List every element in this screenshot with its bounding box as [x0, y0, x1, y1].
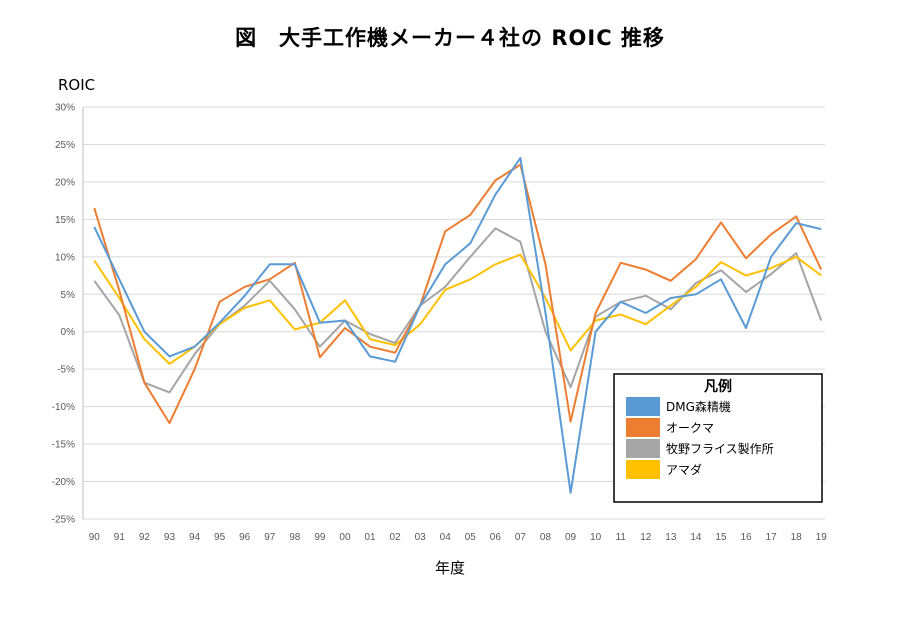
legend-swatch: [626, 397, 660, 416]
x-tick-label: 16: [740, 532, 752, 543]
x-tick-label: 92: [139, 532, 151, 543]
legend-swatch: [626, 460, 660, 479]
y-tick-label: -20%: [52, 477, 75, 488]
x-tick-label: 12: [640, 532, 652, 543]
y-tick-labels: 30% 25% 20% 15% 10% 5% 0% -5% -10% -15% -20% -25%: [52, 103, 75, 526]
x-tick-label: 07: [515, 532, 527, 543]
x-tick-label: 99: [314, 532, 326, 543]
y-axis-label: ROIC: [58, 76, 96, 94]
series-line-1: [93, 156, 822, 494]
y-tick-label: 25%: [55, 140, 75, 151]
series-line-2: [93, 163, 823, 425]
y-tick-label: 30%: [55, 103, 75, 114]
legend-swatch: [626, 418, 660, 437]
x-tick-label: 01: [364, 532, 376, 543]
x-tick-label: 03: [415, 532, 427, 543]
x-tick-label: 05: [465, 532, 477, 543]
x-tick-labels: 90 91 92 93 94 95 96 97 98 99 00 01 02 03 04 05 06 07 08 09…: [89, 532, 828, 543]
x-tick-label: 93: [164, 532, 176, 543]
x-tick-label: 06: [490, 532, 502, 543]
y-tick-label: 5%: [61, 290, 76, 301]
y-tick-label: 20%: [55, 177, 75, 188]
x-tick-label: 14: [690, 532, 702, 543]
x-tick-label: 10: [590, 532, 602, 543]
legend-swatch: [626, 439, 660, 458]
x-tick-label: 94: [189, 532, 201, 543]
legend-box: [613, 373, 823, 503]
x-tick-label: 96: [239, 532, 251, 543]
y-tick-label: 15%: [55, 215, 75, 226]
y-tick-label: 10%: [55, 252, 75, 263]
x-axis-label: 年度: [434, 559, 465, 577]
x-tick-label: 18: [791, 532, 803, 543]
legend-label: 牧野フライス製作所: [666, 442, 774, 456]
y-tick-label: -5%: [57, 365, 75, 376]
y-tick-label: -15%: [52, 440, 75, 451]
x-tick-label: 90: [89, 532, 101, 543]
chart-title: 図 大手工作機メーカー４社の ROIC 推移: [235, 26, 665, 50]
x-tick-label: 91: [114, 532, 126, 543]
x-tick-label: 95: [214, 532, 226, 543]
x-tick-label: 11: [616, 532, 627, 543]
x-tick-label: 15: [715, 532, 727, 543]
x-tick-label: 13: [665, 532, 677, 543]
legend-label: アマダ: [666, 462, 702, 477]
x-tick-label: 17: [766, 532, 778, 543]
series-lines: [93, 156, 823, 494]
x-tick-label: 97: [264, 532, 276, 543]
x-tick-label: 19: [816, 532, 828, 543]
x-tick-label: 02: [390, 532, 402, 543]
x-tick-label: 00: [339, 532, 351, 543]
x-tick-label: 09: [565, 532, 577, 543]
x-tick-label: 98: [289, 532, 301, 543]
x-tick-label: 04: [440, 532, 452, 543]
legend-label: オークマ: [666, 421, 714, 435]
y-tick-label: -10%: [52, 402, 75, 413]
legend-title: 凡例: [704, 378, 732, 395]
gridlines: [82, 106, 825, 520]
x-tick-label: 08: [540, 532, 552, 543]
y-tick-label: -25%: [52, 515, 75, 526]
y-tick-label: 0%: [61, 327, 76, 338]
legend-label: DMG森精機: [666, 399, 731, 414]
